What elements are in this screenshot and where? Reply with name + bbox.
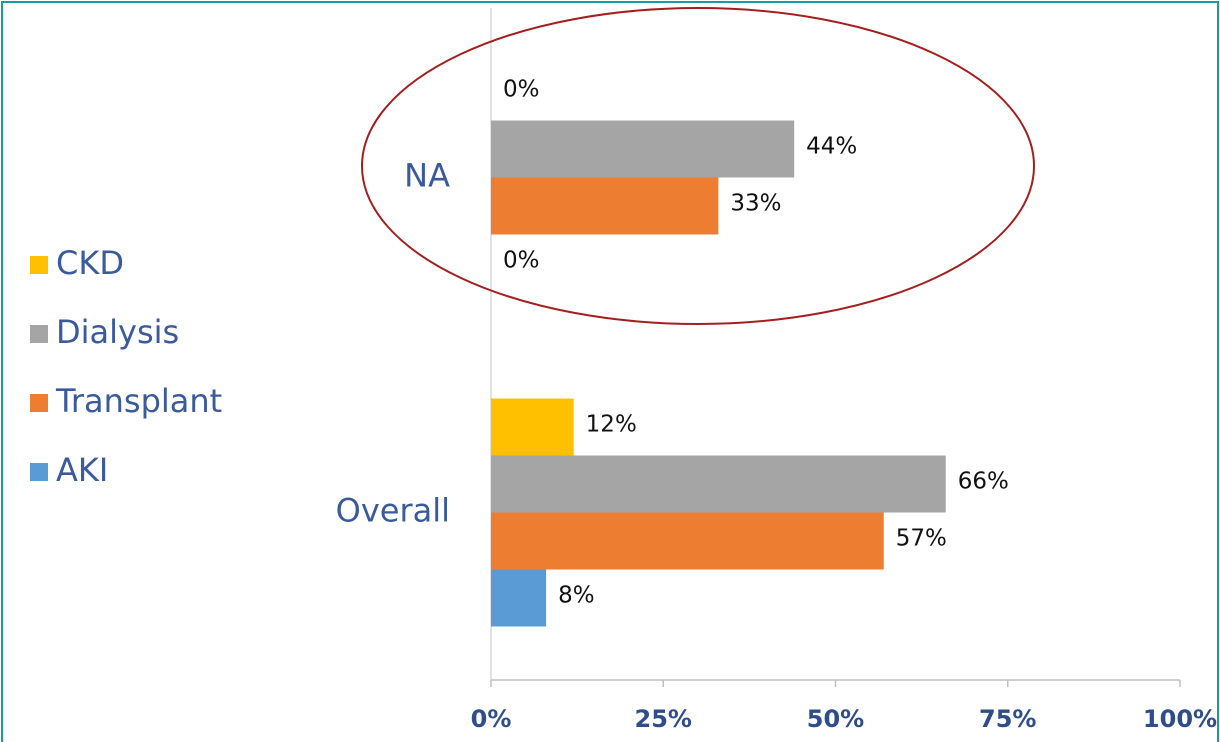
x-tick-label: 0% xyxy=(471,705,512,733)
legend-swatch xyxy=(30,463,48,481)
data-label: 8% xyxy=(558,583,595,609)
bar xyxy=(491,569,547,627)
bar xyxy=(491,177,719,235)
bar xyxy=(491,512,884,570)
bar xyxy=(491,455,946,513)
bar xyxy=(491,120,795,178)
data-label: 57% xyxy=(896,526,947,552)
legend-label: AKI xyxy=(56,451,108,489)
legend-swatch xyxy=(30,394,48,412)
x-tick-label: 75% xyxy=(979,705,1036,733)
x-tick-label: 50% xyxy=(807,705,864,733)
category-label: NA xyxy=(404,157,450,195)
category-label: Overall xyxy=(336,492,450,530)
legend-swatch xyxy=(30,325,48,343)
legend-label: Transplant xyxy=(55,382,222,420)
legend-swatch xyxy=(30,256,48,274)
data-label: 66% xyxy=(958,469,1009,495)
legend-label: Dialysis xyxy=(56,313,179,351)
data-label: 0% xyxy=(503,77,540,103)
data-label: 0% xyxy=(503,248,540,274)
bar xyxy=(491,398,574,456)
x-tick-label: 100% xyxy=(1143,705,1217,733)
data-label: 12% xyxy=(586,412,637,438)
x-tick-label: 25% xyxy=(635,705,692,733)
data-label: 33% xyxy=(730,191,781,217)
legend-label: CKD xyxy=(56,244,124,282)
highlight-ellipse xyxy=(361,7,1035,325)
data-label: 44% xyxy=(806,134,857,160)
